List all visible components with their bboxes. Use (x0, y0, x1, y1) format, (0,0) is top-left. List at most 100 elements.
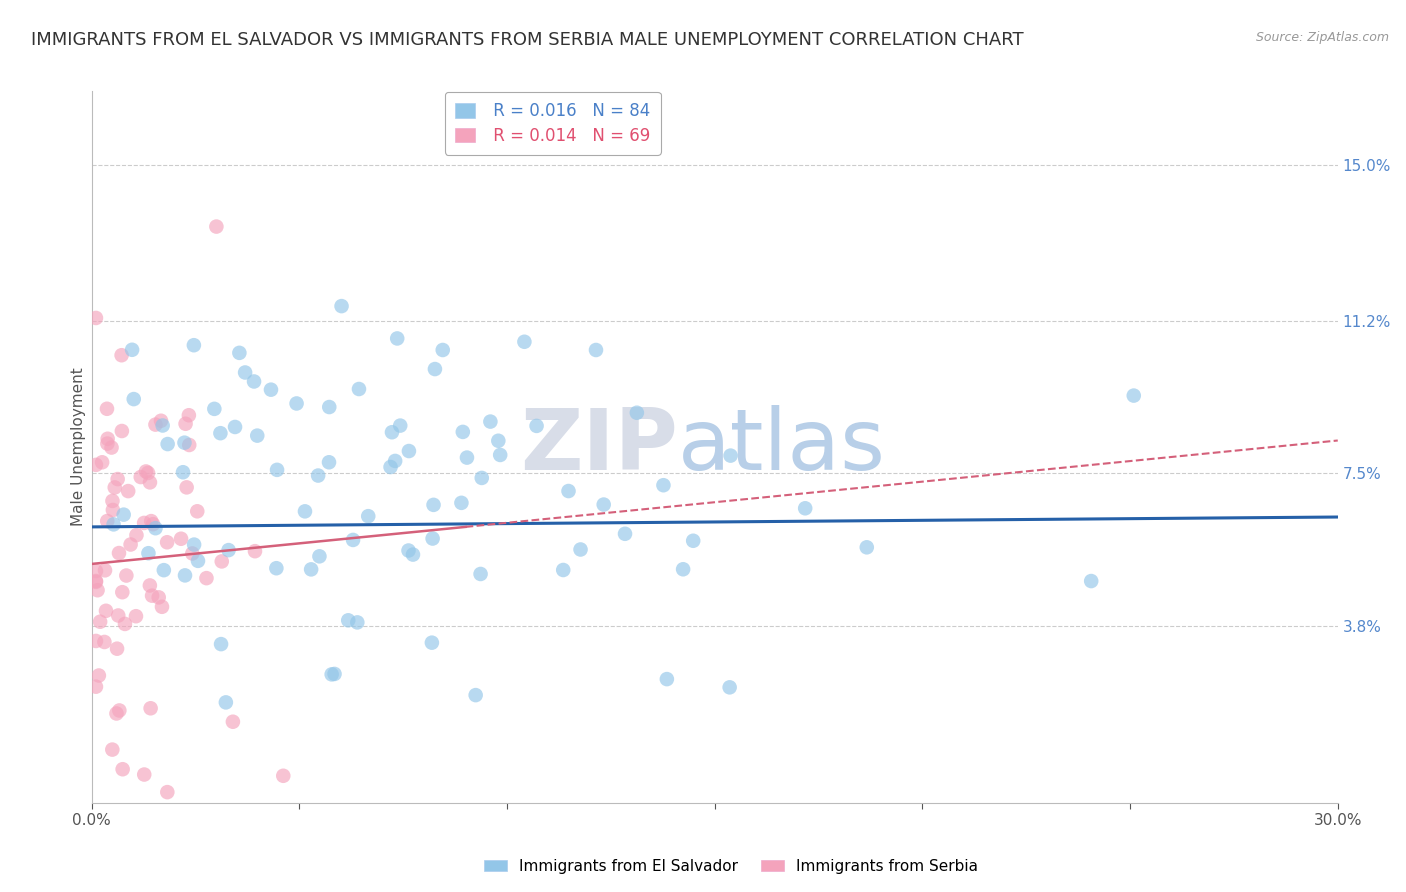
Point (104, 480, 127, 494)
Point (222, 714, 245, 729)
Point (718, 681, 741, 695)
Point (84, 574, 107, 589)
Point (112, 508, 135, 522)
Point (117, 484, 139, 499)
Point (224, 420, 246, 434)
Point (389, 418, 412, 433)
Point (134, 767, 156, 781)
Point (682, 533, 704, 548)
Point (132, 516, 155, 530)
Point (141, 514, 163, 528)
Point (330, 299, 353, 313)
Point (266, 463, 288, 477)
Point (150, 414, 173, 428)
Point (346, 615, 368, 630)
Point (84, 574, 107, 588)
Point (186, 504, 208, 518)
Point (614, 526, 637, 541)
Point (464, 688, 486, 702)
Point (205, 219, 228, 234)
Point (228, 346, 250, 360)
Point (195, 571, 218, 585)
Point (176, 480, 198, 494)
Point (266, 561, 288, 575)
Point (150, 599, 173, 614)
Point (96, 436, 118, 450)
Point (243, 544, 266, 558)
Point (174, 417, 197, 431)
Point (243, 375, 266, 389)
Point (177, 409, 200, 423)
Point (114, 616, 136, 631)
Point (96, 401, 118, 416)
Point (145, 417, 167, 432)
Point (121, 343, 143, 357)
Point (105, 641, 128, 656)
Point (172, 465, 194, 479)
Point (125, 528, 148, 542)
Point (218, 543, 240, 558)
Point (720, 449, 742, 463)
Point (318, 455, 340, 469)
Point (308, 549, 330, 564)
Point (129, 470, 152, 484)
Point (432, 343, 454, 357)
Point (187, 554, 209, 568)
Point (183, 538, 205, 552)
Point (489, 448, 512, 462)
Point (170, 532, 193, 546)
Point (156, 785, 179, 799)
Point (592, 498, 614, 512)
Point (342, 533, 364, 547)
Point (456, 450, 478, 465)
Point (672, 562, 695, 576)
Text: IMMIGRANTS FROM EL SALVADOR VS IMMIGRANTS FROM SERBIA MALE UNEMPLOYMENT CORRELAT: IMMIGRANTS FROM EL SALVADOR VS IMMIGRANT… (31, 31, 1024, 49)
Point (215, 695, 238, 709)
Point (100, 441, 122, 455)
Point (318, 400, 340, 414)
Point (450, 496, 472, 510)
Point (142, 517, 165, 532)
Point (479, 415, 502, 429)
Point (246, 428, 269, 442)
Point (1080, 574, 1102, 588)
Point (585, 343, 607, 357)
Point (125, 609, 148, 624)
Point (135, 465, 157, 479)
Point (402, 548, 425, 562)
Point (174, 568, 197, 582)
Point (84, 310, 107, 325)
Legend:  R = 0.016   N = 84,  R = 0.014   N = 69: R = 0.016 N = 84, R = 0.014 N = 69 (446, 92, 661, 154)
Point (307, 468, 329, 483)
Y-axis label: Male Unemployment: Male Unemployment (72, 368, 86, 526)
Point (84, 680, 107, 694)
Point (107, 472, 129, 486)
Point (299, 562, 322, 576)
Point (420, 635, 443, 649)
Point (384, 454, 406, 468)
Point (122, 392, 145, 406)
Point (115, 568, 138, 582)
Point (470, 566, 492, 581)
Point (260, 383, 283, 397)
Point (87, 668, 110, 682)
Point (93, 635, 115, 649)
Point (138, 546, 160, 560)
Point (569, 542, 592, 557)
Point (108, 703, 131, 717)
Point (136, 466, 159, 480)
Text: atlas: atlas (678, 405, 886, 488)
Point (794, 501, 817, 516)
Point (294, 504, 316, 518)
Point (145, 521, 167, 535)
Point (97, 432, 120, 446)
Point (91, 455, 114, 469)
Point (423, 362, 446, 376)
Point (202, 401, 225, 416)
Point (652, 478, 675, 492)
Point (209, 637, 232, 651)
Point (181, 546, 204, 560)
Text: ZIP: ZIP (520, 405, 678, 488)
Point (471, 471, 494, 485)
Point (357, 509, 380, 524)
